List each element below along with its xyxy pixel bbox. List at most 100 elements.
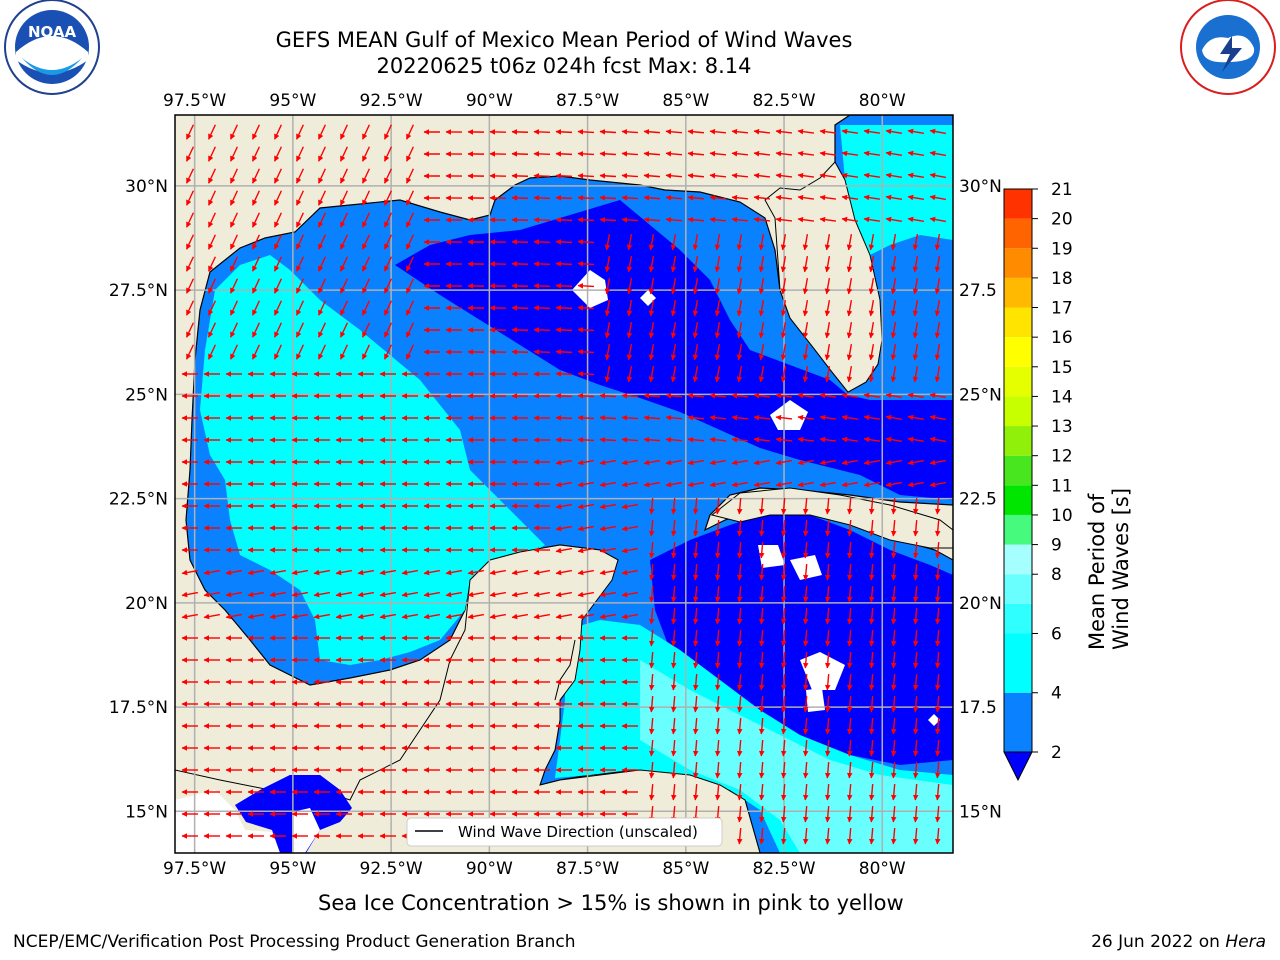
wind-arrow xyxy=(841,216,859,223)
wind-arrow xyxy=(577,371,595,377)
wind-arrow xyxy=(648,761,655,779)
wind-arrow xyxy=(912,607,919,625)
wind-arrow xyxy=(824,497,831,515)
wind-arrow xyxy=(846,563,853,581)
wind-arrow xyxy=(731,194,749,201)
wind-arrow xyxy=(709,150,727,157)
wind-arrow xyxy=(405,256,415,272)
wind-arrow xyxy=(599,195,617,201)
wind-arrow xyxy=(405,300,415,316)
wind-arrow xyxy=(273,344,283,360)
wind-arrow xyxy=(604,365,611,383)
wind-arrow xyxy=(802,717,809,735)
wind-arrow xyxy=(670,651,677,669)
wind-arrow xyxy=(692,365,699,383)
lon-tick-bottom: 92.5°W xyxy=(360,859,423,879)
wind-arrow xyxy=(797,414,815,421)
wind-arrow xyxy=(758,255,765,273)
wind-arrow xyxy=(824,739,831,757)
wind-arrow xyxy=(511,349,529,355)
wind-arrow xyxy=(802,563,809,581)
wind-arrow xyxy=(357,569,375,576)
wind-arrow xyxy=(291,591,309,598)
wind-arrow xyxy=(648,651,655,669)
colorbar-segment xyxy=(1004,692,1032,752)
wind-arrow xyxy=(621,481,639,488)
wind-arrow xyxy=(599,437,617,443)
wind-arrow xyxy=(929,436,946,443)
wind-arrow xyxy=(934,607,941,625)
wind-arrow xyxy=(511,305,529,311)
colorbar-segment xyxy=(1004,544,1032,575)
wind-arrow xyxy=(709,216,727,223)
wind-arrow xyxy=(824,717,831,735)
wind-arrow xyxy=(692,233,699,251)
wind-arrow xyxy=(775,194,793,201)
wind-arrow xyxy=(780,827,787,845)
wind-arrow xyxy=(714,673,721,691)
wind-arrow xyxy=(868,233,875,251)
wind-arrow xyxy=(775,128,793,135)
wind-arrow xyxy=(802,343,809,361)
wind-arrow xyxy=(185,234,195,250)
wind-arrow xyxy=(383,234,393,250)
wind-arrow xyxy=(885,436,903,443)
wind-arrow xyxy=(670,607,677,625)
wind-arrow xyxy=(648,739,655,757)
wind-arrow xyxy=(251,146,261,162)
wind-arrow xyxy=(357,591,375,598)
wind-arrow xyxy=(912,717,919,735)
wind-arrow xyxy=(802,519,809,537)
wind-arrow xyxy=(361,234,371,250)
wind-arrow xyxy=(251,344,261,360)
wind-arrow xyxy=(577,437,595,443)
lat-tick-left: 17.5°N xyxy=(109,698,168,718)
wind-arrow xyxy=(714,497,721,515)
wind-arrow xyxy=(846,585,853,603)
wind-arrow xyxy=(405,234,415,250)
wind-arrow xyxy=(670,321,677,339)
wind-arrow xyxy=(648,541,655,559)
wind-arrow xyxy=(753,459,771,466)
wind-arrow xyxy=(361,300,371,316)
wind-arrow xyxy=(533,613,551,620)
wind-arrow xyxy=(339,190,349,206)
wind-arrow xyxy=(819,436,837,443)
wind-arrow xyxy=(907,172,925,179)
wind-arrow xyxy=(295,234,305,250)
wind-arrow xyxy=(687,459,705,466)
wind-arrow xyxy=(758,805,765,823)
wind-arrow xyxy=(934,343,941,361)
wind-arrow xyxy=(802,277,809,295)
wind-arrow xyxy=(912,651,919,669)
wind-arrow xyxy=(731,172,749,179)
wind-arrow xyxy=(692,277,699,295)
wind-arrow xyxy=(824,805,831,823)
wind-arrow xyxy=(736,585,743,603)
wind-arrow xyxy=(890,321,897,339)
wind-arrow xyxy=(555,547,573,554)
wind-arrow xyxy=(824,519,831,537)
colorbar-segment xyxy=(1004,396,1032,427)
wind-arrow xyxy=(361,190,371,206)
map-layers xyxy=(175,115,953,853)
wind-arrow xyxy=(841,392,859,399)
wind-arrow xyxy=(709,481,727,488)
wind-arrow xyxy=(863,414,881,421)
wind-arrow xyxy=(626,299,633,317)
footer-machine: Hera xyxy=(1225,932,1266,952)
wind-arrow xyxy=(467,613,485,620)
footer-date-text: 26 Jun 2022 on xyxy=(1091,932,1226,952)
wind-arrow xyxy=(383,124,393,140)
wind-arrow xyxy=(313,591,331,598)
colorbar-segment xyxy=(1004,337,1032,367)
wind-arrow xyxy=(797,436,815,443)
wind-arrow xyxy=(229,322,239,338)
wind-arrow xyxy=(648,299,655,317)
wind-arrow xyxy=(692,783,699,801)
wind-arrow xyxy=(626,255,633,273)
wind-arrow xyxy=(890,827,897,845)
wind-arrow xyxy=(648,519,655,537)
wind-arrow xyxy=(890,673,897,691)
wind-arrow xyxy=(868,673,875,691)
